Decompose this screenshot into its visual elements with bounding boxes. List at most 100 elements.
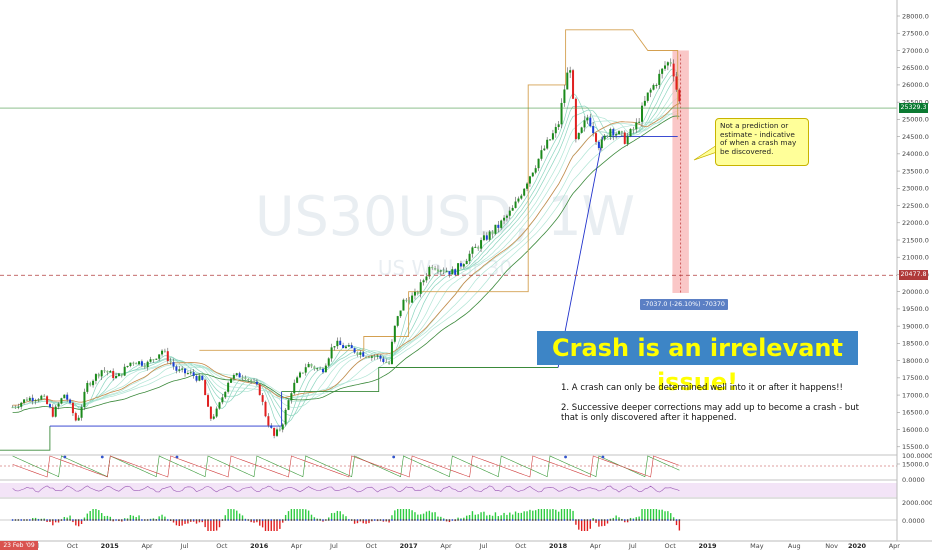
note-1[interactable]: 1. A crash can only be determined well i… [561,383,843,393]
candle [505,214,508,222]
candle [678,88,681,104]
candle [46,395,49,405]
histogram-bar [178,520,180,527]
candle [474,243,477,248]
callout-note[interactable]: Not a prediction or estimate - indicativ… [715,118,809,166]
histogram-zero-dot [566,519,569,521]
histogram-bar [342,514,344,520]
x-tick-label: 2018 [549,542,568,550]
candle [557,120,560,131]
candle [324,363,327,373]
histogram-zero-dot [241,519,244,521]
candle [425,273,428,283]
candle-body [362,352,365,357]
candle-body [635,122,638,130]
candle [80,404,83,421]
histogram-zero-dot [37,519,40,521]
histogram-zero-dot [112,519,115,521]
candle [270,423,273,429]
histogram-zero-dot [462,519,465,521]
candle [347,342,350,348]
histogram-bar [471,511,474,520]
candle-body [221,397,224,403]
candle-body [396,316,399,326]
histogram-zero-dot [474,519,477,521]
histogram-bar [227,509,229,520]
candle-body [290,393,293,401]
candle [592,121,595,137]
histogram-zero-dot [370,519,373,521]
callout-pointer [693,144,718,161]
candle [298,371,302,379]
candle-body [569,70,572,73]
histogram-bar [509,512,511,520]
candle-body [135,362,138,365]
histogram-zero-dot [74,519,77,521]
histogram-zero-dot [396,519,399,521]
histogram-zero-dot [345,519,347,521]
candle-body [238,373,241,378]
candle-body [71,402,74,414]
candle [149,356,152,363]
candle [342,342,345,349]
candle-body [296,377,299,383]
candle-body [370,356,373,358]
candle [138,360,141,366]
candle-body [419,282,422,294]
signal-dot [392,455,396,459]
candle [63,394,66,399]
y-tick-label: 18500.0 [902,340,929,348]
candle-body [379,355,382,359]
candle-body [284,409,287,425]
histogram-bar [543,509,545,520]
histogram-zero-dot [500,519,503,521]
candle [57,402,60,410]
candle-body [678,89,681,102]
candle [132,361,135,366]
histogram-bar [552,509,554,520]
note-2[interactable]: 2. Successive deeper corrections may add… [561,403,859,423]
histogram-zero-dot [103,519,106,521]
histogram-zero-dot [376,519,379,521]
histogram-bar [563,509,566,520]
histogram-bar [345,516,347,520]
histogram-bar [293,509,295,520]
histogram-zero-dot [227,519,230,521]
candle-body [451,269,454,275]
candle [428,265,431,280]
histogram-zero-dot [399,519,402,521]
histogram-zero-dot [497,519,500,521]
candle [250,378,253,384]
candle [40,394,43,401]
histogram-zero-dot [135,519,138,521]
histogram-zero-dot [169,519,172,521]
y-tick-label: 15500.0 [902,443,929,451]
histogram-bar [598,520,600,527]
candle [422,278,425,286]
candle-body [77,417,80,421]
histogram-zero-dot [46,519,48,521]
price-levels [0,107,897,276]
histogram-bar [365,520,367,524]
candle [503,215,506,225]
candle [445,267,448,273]
y-tick-label: 17500.0 [902,374,929,382]
histogram-zero-dot [393,519,396,521]
histogram-zero-dot [526,519,528,521]
headline-banner[interactable]: Crash is an irrelevant issue! [537,331,858,396]
histogram-bar [307,510,310,520]
histogram-bar [601,520,603,527]
candle-body [658,73,661,85]
histogram-zero-dot [287,519,290,521]
candle-body [434,268,437,270]
histogram-bar [353,520,356,524]
candle-body [459,263,462,267]
candle-body [422,280,425,283]
histogram-zero-dot [57,519,60,521]
candle-body [227,382,230,392]
histogram-bar [402,509,405,520]
candle-body [661,68,664,74]
candle [112,368,115,381]
candle [488,229,491,242]
